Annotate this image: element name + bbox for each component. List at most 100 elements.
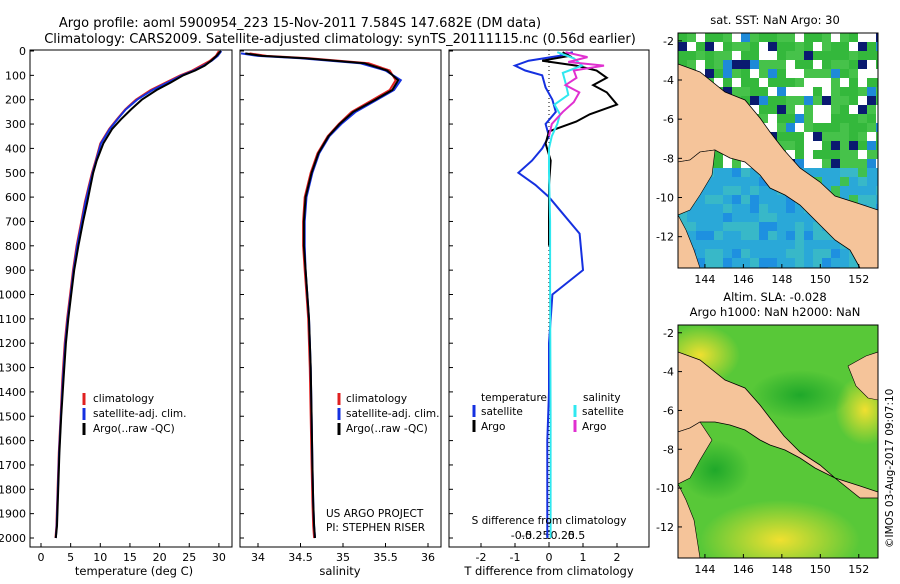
sst-cell (867, 159, 876, 168)
sst-cell (705, 258, 714, 267)
sst-cell (777, 42, 786, 51)
sst-cell (696, 213, 705, 222)
sst-cell (831, 177, 840, 186)
sst-cell (714, 33, 723, 42)
sst-cell (714, 195, 723, 204)
sst-cell (678, 213, 687, 222)
sst-cell (759, 33, 768, 42)
sla-map-axes: -2 -4 -6 -8 -10 -12 144 146 148 150 152 (656, 327, 869, 576)
sst-cell (822, 231, 831, 240)
sst-cell (759, 105, 768, 114)
sst-cell (687, 222, 696, 231)
sst-cell (858, 186, 867, 195)
depth-tick-label: 500 (5, 167, 26, 180)
sst-cell (759, 96, 768, 105)
sst-cell (876, 150, 878, 159)
sst-cell (831, 150, 840, 159)
sst-cell (723, 51, 732, 60)
sst-cell (867, 141, 876, 150)
difference-temperature-argo-line (542, 51, 619, 246)
sst-cell (786, 114, 795, 123)
sst-cell (750, 60, 759, 69)
sst-cell (741, 195, 750, 204)
sst-cell (732, 186, 741, 195)
depth-tick-label: 700 (5, 215, 26, 228)
sst-cell (795, 78, 804, 87)
sla-high-anomaly (700, 500, 860, 558)
sst-cell (795, 51, 804, 60)
sst-cell (858, 168, 867, 177)
sst-cell (867, 51, 876, 60)
sst-cell (714, 69, 723, 78)
sst-land (678, 149, 716, 216)
sst-cell (687, 60, 696, 69)
sst-cell (714, 186, 723, 195)
sst-cell (786, 42, 795, 51)
sst-cell (840, 159, 849, 168)
sst-cell (750, 177, 759, 186)
sst-cell (777, 213, 786, 222)
sst-cell (777, 195, 786, 204)
sst-cell (750, 258, 759, 267)
sst-cell (831, 42, 840, 51)
sst-lon-tick-label: 144 (694, 273, 715, 286)
sla-land-mass (678, 421, 713, 485)
temperature-legend: climatology satellite-adj. clim. Argo(..… (82, 393, 186, 435)
sst-cell (723, 60, 732, 69)
sst-cell (777, 87, 786, 96)
depth-tick-label: 0 (19, 45, 26, 58)
sst-cell (768, 213, 777, 222)
sst-cell (723, 186, 732, 195)
sst-cell (876, 132, 878, 141)
sst-cell (678, 42, 687, 51)
sst-cell (867, 78, 876, 87)
t-difference-tick-label: -1 (510, 551, 521, 564)
sst-lat-tick-label: -12 (656, 231, 674, 244)
sst-cell (750, 78, 759, 87)
sst-cell (768, 258, 777, 267)
depth-axis: 0 100 200 300 400 500 600 700 800 900 1000 1100 1200… (0, 45, 453, 545)
sst-cell (732, 258, 741, 267)
difference-series (512, 51, 619, 538)
sst-cell (732, 60, 741, 69)
t-difference-tick-label: -2 (476, 551, 487, 564)
sst-cell (732, 213, 741, 222)
sst-cell (759, 231, 768, 240)
sst-cell (849, 150, 858, 159)
sst-cell (795, 222, 804, 231)
sst-land (678, 214, 701, 268)
sst-cell (867, 87, 876, 96)
sst-cell (786, 213, 795, 222)
sst-cell (705, 195, 714, 204)
sst-cell (759, 87, 768, 96)
sst-cell (723, 213, 732, 222)
sst-cell (777, 240, 786, 249)
sst-cell (867, 114, 876, 123)
legend-label-t-argo: Argo (481, 421, 505, 433)
temperature-xlabel: temperature (deg C) (75, 564, 193, 578)
sla-low-anomaly (750, 370, 850, 420)
temperature-panel-frame (29, 49, 233, 548)
salinity-series (240, 52, 403, 539)
sst-cell (723, 33, 732, 42)
sst-cell (696, 258, 705, 267)
sst-cell (867, 177, 876, 186)
sst-cell (813, 51, 822, 60)
depth-tick-label: 1100 (0, 313, 26, 326)
sst-cell (804, 114, 813, 123)
sst-cell (768, 186, 777, 195)
sst-cell (741, 78, 750, 87)
sst-cell (759, 249, 768, 258)
sst-cell (786, 105, 795, 114)
sst-cell (759, 114, 768, 123)
sst-cell (723, 177, 732, 186)
sst-cell (858, 132, 867, 141)
sst-cell (840, 96, 849, 105)
sst-cell (804, 123, 813, 132)
sst-map-title: sat. SST: NaN Argo: 30 (710, 13, 840, 27)
depth-tick-label: 200 (5, 94, 26, 107)
sst-cell (795, 141, 804, 150)
sst-cell (804, 105, 813, 114)
sst-cell (750, 195, 759, 204)
